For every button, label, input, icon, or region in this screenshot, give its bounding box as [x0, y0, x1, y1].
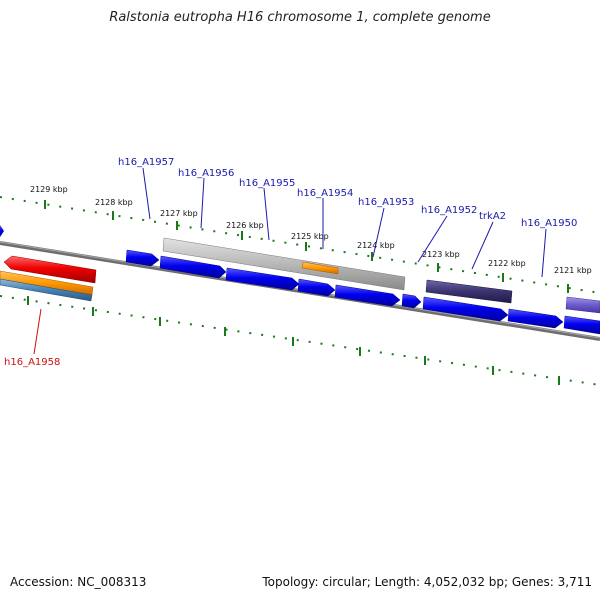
cds-arrow[interactable] — [125, 249, 160, 267]
lower-major-ticks — [27, 296, 560, 385]
gray-feature-bar[interactable] — [162, 237, 406, 291]
cds-arrow[interactable] — [507, 308, 564, 329]
cds-arrow[interactable] — [297, 278, 336, 297]
gene-label[interactable]: h16_A1958 — [4, 357, 60, 368]
gene-leader-lines — [33, 167, 547, 355]
cds-arrow[interactable] — [334, 284, 401, 307]
gene-label[interactable]: h16_A1957 — [118, 157, 174, 168]
steelblue-feature-left[interactable] — [0, 278, 93, 302]
kbp-label: 2122 kbp — [488, 259, 526, 268]
kbp-label: 2126 kbp — [226, 221, 264, 230]
map-title: Ralstonia eutropha H16 chromosome 1, com… — [109, 10, 491, 25]
cds-arrow[interactable] — [225, 267, 300, 291]
light-purple-feature[interactable] — [565, 296, 600, 314]
gene-label[interactable]: h16_A1954 — [297, 188, 353, 199]
kbp-label: 2129 kbp — [30, 185, 68, 194]
genome-summary: Topology: circular; Length: 4,052,032 bp… — [262, 575, 592, 589]
gene-label[interactable]: h16_A1956 — [178, 168, 234, 179]
gene-label[interactable]: h16_A1950 — [521, 218, 577, 229]
kbp-label: 2128 kbp — [95, 198, 133, 207]
gene-label[interactable]: h16_A1952 — [421, 205, 477, 216]
cds-arrow[interactable] — [422, 296, 509, 322]
cds-arrow-reverse[interactable] — [3, 255, 97, 284]
accession-label: Accession: NC_008313 — [10, 575, 147, 589]
kbp-label: 2125 kbp — [291, 232, 329, 241]
cds-arrow[interactable] — [563, 315, 600, 335]
gene-label[interactable]: h16_A1955 — [239, 178, 295, 189]
cds-arrow[interactable] — [159, 255, 227, 279]
kbp-label: 2123 kbp — [422, 250, 460, 259]
kbp-major-ticks — [44, 200, 569, 293]
orange-feature[interactable] — [301, 261, 339, 275]
gene-label[interactable]: trkA2 — [479, 211, 506, 222]
cds-arrow[interactable] — [401, 293, 422, 309]
purple-feature[interactable] — [425, 279, 513, 304]
cds-arrow-partial[interactable] — [0, 225, 4, 237]
kbp-label: 2121 kbp — [554, 266, 592, 275]
lower-tick-track — [0, 295, 600, 386]
gene-label[interactable]: h16_A1953 — [358, 197, 414, 208]
kbp-label: 2127 kbp — [160, 209, 198, 218]
